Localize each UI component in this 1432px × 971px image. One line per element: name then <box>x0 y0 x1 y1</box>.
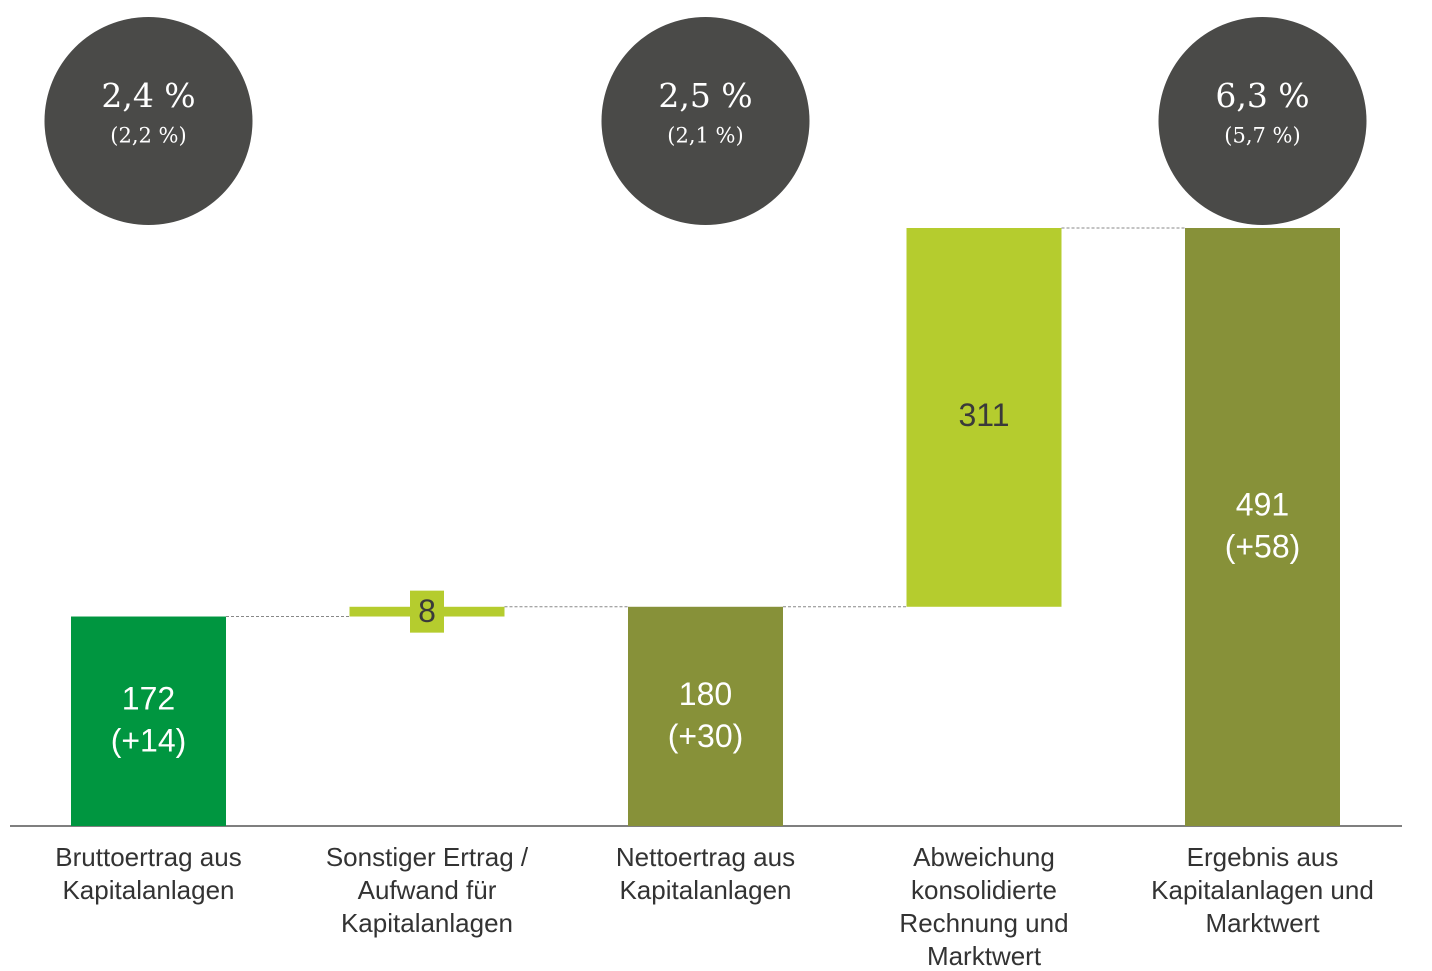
value-label: 8 <box>418 593 436 629</box>
rate-label: 2,4 % <box>101 76 195 115</box>
change-label: (+58) <box>1225 528 1301 564</box>
rate-label: 6,3 % <box>1215 76 1309 115</box>
category-label: Bruttoertrag aus <box>55 842 241 872</box>
category-label: Kapitalanlagen <box>62 875 234 905</box>
value-label: 172 <box>122 681 175 717</box>
category-label: Sonstiger Ertrag / <box>326 842 529 872</box>
prior-rate-label: (2,1 %) <box>667 124 743 148</box>
rate-circle <box>601 17 810 225</box>
bar <box>1185 228 1340 826</box>
value-label-box <box>410 590 444 633</box>
value-label: 180 <box>679 676 732 712</box>
value-label: 491 <box>1236 486 1289 522</box>
change-label: (+30) <box>668 718 744 754</box>
category-label: konsolidierte <box>911 875 1057 905</box>
category-label: Marktwert <box>1205 908 1320 938</box>
category-label: Kapitalanlagen <box>341 908 513 938</box>
value-label: 311 <box>958 397 1009 433</box>
category-label: Ergebnis aus <box>1187 842 1339 872</box>
change-label: (+14) <box>111 723 187 759</box>
rate-label: 2,5 % <box>658 76 752 115</box>
category-label: Kapitalanlagen <box>619 875 791 905</box>
bar <box>906 228 1062 607</box>
category-label: Nettoertrag aus <box>616 842 795 872</box>
bar <box>71 616 226 826</box>
category-label: Rechnung und <box>899 908 1068 938</box>
rate-circle <box>44 17 253 225</box>
rate-circle <box>1158 17 1367 225</box>
bar <box>628 606 783 826</box>
category-label: Abweichung <box>913 842 1055 872</box>
prior-rate-label: (5,7 %) <box>1224 124 1300 148</box>
category-label: Marktwert <box>927 941 1042 971</box>
category-label: Kapitalanlagen und <box>1151 875 1374 905</box>
category-label: Aufwand für <box>358 875 497 905</box>
prior-rate-label: (2,2 %) <box>110 124 186 148</box>
